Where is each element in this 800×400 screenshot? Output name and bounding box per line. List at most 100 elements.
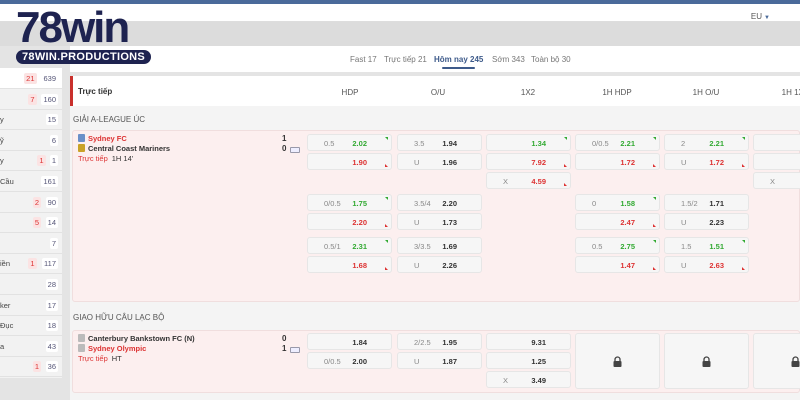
odds-cell[interactable]: 7.92 bbox=[486, 153, 571, 170]
odds-cell[interactable]: 2/2.5 1.95 bbox=[397, 333, 482, 350]
sidebar-item[interactable]: 36 1 bbox=[0, 356, 62, 378]
locked-market bbox=[664, 333, 749, 389]
home-score: 0 bbox=[282, 334, 287, 343]
odds-handicap: 3.5/4 bbox=[414, 199, 431, 208]
odds-value: 1.94 bbox=[442, 139, 457, 148]
sidebar: 639 21 160 7 y 15 ỹ 6 y 1 1 Cầu 161 90 2 14 5 7 iền 117 1 28 k… bbox=[0, 68, 62, 378]
tab-0[interactable]: Fast 17 bbox=[350, 55, 377, 64]
odds-cell[interactable]: 0/0.5 2.00 bbox=[307, 352, 392, 369]
sidebar-item[interactable]: 160 7 bbox=[0, 89, 62, 110]
odds-down-arrow-icon bbox=[742, 267, 745, 270]
odds-cell[interactable]: U 1.87 bbox=[397, 352, 482, 369]
tab-2[interactable]: Hôm nay 245 bbox=[434, 55, 484, 69]
team-name: Canterbury Bankstown FC (N) bbox=[88, 334, 195, 343]
sidebar-item[interactable]: a 43 bbox=[0, 336, 62, 357]
count-badge: 90 bbox=[45, 196, 58, 208]
odds-cell[interactable]: 0.5 2.75 bbox=[575, 237, 660, 254]
logo: 78win 78WIN.PRODUCTIONS bbox=[16, 6, 152, 64]
odds-value: 1.90 bbox=[352, 158, 367, 167]
odds-format-select[interactable]: EU ▼ bbox=[751, 12, 770, 21]
odds-cell[interactable] bbox=[753, 153, 800, 170]
tab-1[interactable]: Trực tiếp 21 bbox=[384, 55, 427, 64]
odds-value: 2.26 bbox=[442, 261, 457, 270]
live-count-badge: 1 bbox=[32, 361, 41, 373]
odds-handicap: X bbox=[770, 177, 776, 186]
team-crest-icon bbox=[78, 344, 85, 352]
sidebar-item[interactable]: iền 117 1 bbox=[0, 253, 62, 275]
column-header: 1H HDP bbox=[602, 88, 632, 97]
odds-cell[interactable]: 3.5 1.94 bbox=[397, 134, 482, 151]
odds-cell[interactable]: 0.5/1 2.31 bbox=[307, 237, 392, 254]
sidebar-item[interactable]: y 15 bbox=[0, 109, 62, 131]
odds-cell[interactable] bbox=[753, 134, 800, 151]
league-header[interactable]: GIAO HỮU CÂU LẠC BỘ bbox=[70, 305, 800, 328]
odds-cell[interactable]: X 4.59 bbox=[486, 172, 571, 189]
odds-up-arrow-icon bbox=[653, 240, 656, 243]
odds-cell[interactable]: 1.68 bbox=[307, 256, 392, 273]
odds-handicap: 0 bbox=[592, 199, 597, 208]
home-team[interactable]: Sydney FC bbox=[78, 134, 127, 143]
odds-cell[interactable]: 3/3.5 1.69 bbox=[397, 237, 482, 254]
odds-handicap: U bbox=[414, 218, 420, 227]
sidebar-item[interactable]: 90 2 bbox=[0, 192, 62, 213]
odds-cell[interactable]: 1.5 1.51 bbox=[664, 237, 749, 254]
odds-cell[interactable]: 1.34 bbox=[486, 134, 571, 151]
odds-value: 1.71 bbox=[709, 199, 724, 208]
odds-down-arrow-icon bbox=[385, 224, 388, 227]
sidebar-item[interactable]: Cầu 161 bbox=[0, 171, 62, 192]
league-header[interactable]: GIẢI A-LEAGUE ÚC bbox=[70, 107, 800, 130]
chevron-down-icon: ▼ bbox=[764, 15, 770, 21]
odds-value: 1.69 bbox=[442, 242, 457, 251]
team-crest-icon bbox=[78, 334, 85, 342]
odds-cell[interactable]: 1.84 bbox=[307, 333, 392, 350]
odds-value: 1.75 bbox=[352, 199, 367, 208]
odds-down-arrow-icon bbox=[564, 183, 567, 186]
odds-value: 3.49 bbox=[531, 376, 546, 385]
away-team[interactable]: Central Coast Mariners bbox=[78, 144, 170, 153]
lock-icon bbox=[702, 356, 711, 367]
odds-cell[interactable]: X bbox=[753, 172, 800, 189]
odds-cell[interactable]: 9.31 bbox=[486, 333, 571, 350]
tab-3[interactable]: Sớm 343 bbox=[492, 55, 525, 64]
odds-cell[interactable]: U 1.73 bbox=[397, 213, 482, 230]
live-count-badge: 7 bbox=[28, 93, 37, 105]
odds-cell[interactable]: 2.47 bbox=[575, 213, 660, 230]
odds-cell[interactable]: 2.20 bbox=[307, 213, 392, 230]
odds-cell[interactable]: 1.47 bbox=[575, 256, 660, 273]
odds-cell[interactable]: U 1.96 bbox=[397, 153, 482, 170]
odds-cell[interactable]: 1.72 bbox=[575, 153, 660, 170]
odds-cell[interactable]: 1.25 bbox=[486, 352, 571, 369]
column-header: 1H 1X2 bbox=[781, 88, 800, 97]
away-team[interactable]: Sydney Olympic bbox=[78, 344, 146, 353]
odds-cell[interactable]: U 1.72 bbox=[664, 153, 749, 170]
live-stream-icon[interactable] bbox=[290, 347, 300, 353]
sidebar-item[interactable]: 639 21 bbox=[0, 68, 62, 89]
count-badge: 6 bbox=[49, 134, 58, 146]
odds-cell[interactable]: 3.5/4 2.20 bbox=[397, 194, 482, 211]
odds-cell[interactable]: U 2.63 bbox=[664, 256, 749, 273]
odds-cell[interactable]: 2 2.21 bbox=[664, 134, 749, 151]
odds-cell[interactable]: U 2.26 bbox=[397, 256, 482, 273]
sidebar-item[interactable]: 14 5 bbox=[0, 212, 62, 234]
sidebar-item[interactable]: ker 17 bbox=[0, 295, 62, 316]
odds-cell[interactable]: 1.5/2 1.71 bbox=[664, 194, 749, 211]
odds-value: 1.95 bbox=[442, 338, 457, 347]
odds-cell[interactable]: X 3.49 bbox=[486, 371, 571, 388]
odds-cell[interactable]: 0.5 2.02 bbox=[307, 134, 392, 151]
home-team[interactable]: Canterbury Bankstown FC (N) bbox=[78, 334, 195, 343]
odds-cell[interactable]: 1.90 bbox=[307, 153, 392, 170]
tab-4[interactable]: Toàn bộ 30 bbox=[531, 55, 571, 64]
sidebar-item[interactable]: 28 bbox=[0, 274, 62, 295]
sidebar-item[interactable]: 7 bbox=[0, 233, 62, 254]
live-stream-icon[interactable] bbox=[290, 147, 300, 153]
sidebar-item-label: ỹ bbox=[0, 135, 4, 145]
odds-down-arrow-icon bbox=[564, 164, 567, 167]
odds-handicap: 1.5/2 bbox=[681, 199, 698, 208]
odds-cell[interactable]: 0/0.5 1.75 bbox=[307, 194, 392, 211]
sidebar-item[interactable]: Đục 18 bbox=[0, 315, 62, 337]
odds-cell[interactable]: 0 1.58 bbox=[575, 194, 660, 211]
odds-cell[interactable]: 0/0.5 2.21 bbox=[575, 134, 660, 151]
odds-cell[interactable]: U 2.23 bbox=[664, 213, 749, 230]
